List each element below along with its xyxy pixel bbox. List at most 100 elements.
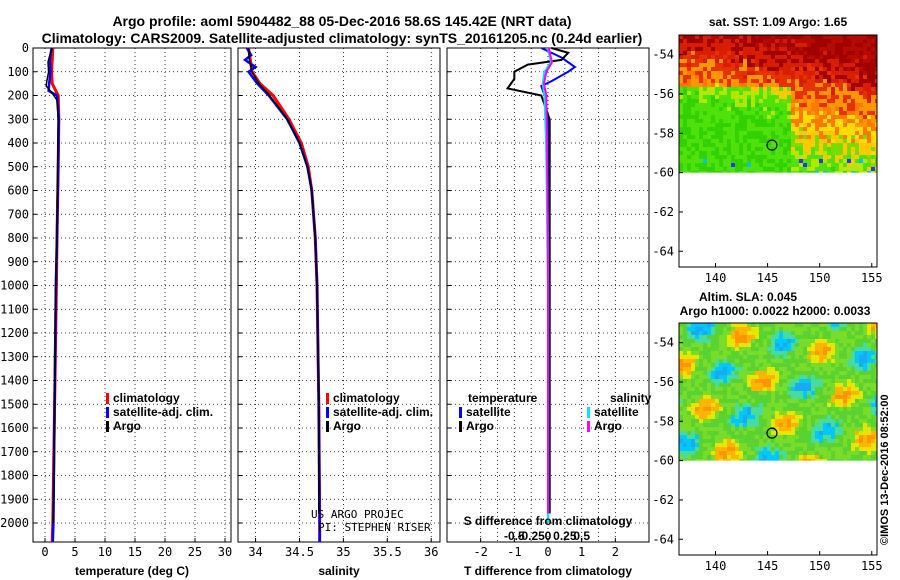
heatmap-cell (787, 375, 791, 379)
heatmap-cell (751, 127, 755, 131)
heatmap-cell (799, 103, 803, 107)
heatmap-cell (807, 139, 811, 143)
heatmap-cell (851, 119, 855, 123)
heatmap-cell (747, 99, 751, 103)
heatmap-cell (739, 111, 743, 115)
heatmap-cell (759, 355, 763, 359)
heatmap-cell (747, 387, 751, 391)
heatmap-cell (727, 351, 731, 355)
heatmap-cell (799, 135, 803, 139)
heatmap-cell (783, 459, 787, 461)
heatmap-cell (743, 411, 747, 415)
heatmap-cell (679, 135, 683, 139)
heatmap-cell (715, 103, 719, 107)
heatmap-cell (819, 339, 823, 343)
heatmap-cell (723, 63, 727, 67)
heatmap-cell (719, 375, 723, 379)
heatmap-cell (847, 167, 851, 171)
heatmap-cell (759, 447, 763, 451)
heatmap-cell (827, 403, 831, 407)
heatmap-cell (831, 171, 835, 173)
heatmap-cell (867, 171, 871, 173)
depth-tick-label: 1800 (0, 469, 29, 483)
heatmap-cell (863, 443, 867, 447)
heatmap-cell (707, 455, 711, 459)
depth-tick-label: 1500 (0, 397, 29, 411)
heatmap-cell (867, 367, 871, 371)
heatmap-cell (691, 331, 695, 335)
heatmap-cell (711, 135, 715, 139)
heatmap-cell (715, 427, 719, 431)
heatmap-cell (779, 451, 783, 455)
heatmap-cell (751, 375, 755, 379)
heatmap-cell (707, 379, 711, 383)
heatmap-cell (871, 347, 875, 351)
heatmap-cell (759, 63, 763, 67)
heatmap-cell (847, 379, 851, 383)
heatmap-cell (803, 371, 807, 375)
heatmap-cell (787, 139, 791, 143)
heatmap-cell (727, 327, 731, 331)
heatmap-cell (827, 63, 831, 67)
heatmap-cell (759, 415, 763, 419)
heatmap-cell (711, 151, 715, 155)
heatmap-cell (707, 407, 711, 411)
heatmap-cell (819, 443, 823, 447)
heatmap-cell (759, 71, 763, 75)
heatmap-cell (815, 375, 819, 379)
heatmap-cell (703, 403, 707, 407)
heatmap-cell (835, 83, 839, 87)
heatmap-cell (739, 127, 743, 131)
heatmap-cell (807, 455, 811, 459)
heatmap-cell (715, 71, 719, 75)
heatmap-cell (871, 375, 875, 379)
heatmap-cell (871, 147, 875, 151)
heatmap-cell (871, 415, 875, 419)
heatmap-cell (823, 67, 827, 71)
heatmap-cell (807, 91, 811, 95)
heatmap-cell (871, 455, 875, 459)
heatmap-cell (775, 355, 779, 359)
heatmap-cell (711, 363, 715, 367)
heatmap-cell (823, 99, 827, 103)
heatmap-cell (751, 447, 755, 451)
heatmap-cell (795, 103, 799, 107)
heatmap-cell (739, 99, 743, 103)
heatmap-cell (779, 55, 783, 59)
heatmap-cell (739, 435, 743, 439)
heatmap-cell (755, 123, 759, 127)
heatmap-cell (719, 459, 723, 461)
heatmap-cell (799, 431, 803, 435)
heatmap-cell (827, 367, 831, 371)
heatmap-cell (811, 419, 815, 423)
heatmap-cell (863, 455, 867, 459)
heatmap-cell (875, 99, 877, 103)
heatmap-cell (827, 55, 831, 59)
heatmap-cell (747, 427, 751, 431)
heatmap-cell (727, 71, 731, 75)
heatmap-cell (827, 151, 831, 155)
heatmap-cell (871, 63, 875, 67)
legend-label-sal-1: Argo (594, 419, 622, 433)
heatmap-cell (767, 447, 771, 451)
heatmap-cell (751, 335, 755, 339)
heatmap-cell (759, 419, 763, 423)
heatmap-cell (691, 339, 695, 343)
heatmap-cell (707, 79, 711, 83)
heatmap-cell (759, 127, 763, 131)
heatmap-cell (783, 355, 787, 359)
heatmap-cell (743, 79, 747, 83)
heatmap-cell (795, 343, 799, 347)
x-tick-label: 15 (128, 545, 142, 559)
heatmap-cell (759, 107, 763, 111)
depth-tick-label: 1100 (0, 302, 29, 316)
heatmap-cell (679, 87, 683, 91)
heatmap-cell (875, 151, 877, 155)
heatmap-cell (719, 387, 723, 391)
heatmap-cell (719, 447, 723, 451)
heatmap-cell (755, 51, 759, 55)
heatmap-cell (759, 431, 763, 435)
series-line-argo (247, 47, 320, 514)
heatmap-cell (823, 47, 827, 51)
heatmap-cell (699, 451, 703, 455)
